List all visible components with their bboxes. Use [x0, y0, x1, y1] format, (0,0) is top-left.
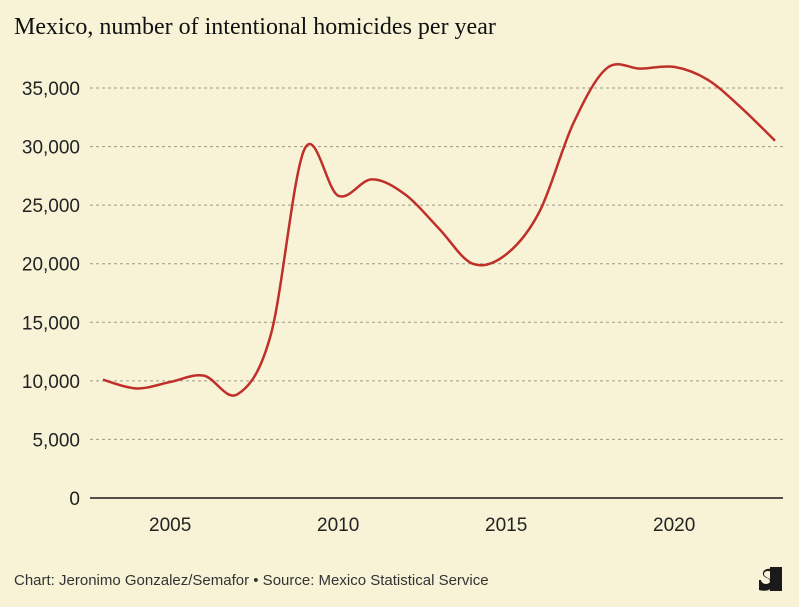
homicides-line	[102, 63, 776, 397]
y-tick-label: 0	[69, 489, 80, 510]
chart-credit: Chart: Jeronimo Gonzalez/Semafor • Sourc…	[14, 572, 489, 589]
x-tick-label: 2020	[653, 515, 695, 536]
y-tick-label: 10,000	[22, 372, 80, 393]
x-tick-label: 2015	[485, 515, 527, 536]
semafor-logo-icon	[759, 567, 782, 591]
y-tick-label: 15,000	[22, 313, 80, 334]
x-tick-label: 2010	[317, 515, 359, 536]
y-tick-label: 5,000	[32, 430, 80, 451]
y-tick-label: 20,000	[22, 255, 80, 276]
y-tick-label: 30,000	[22, 138, 80, 159]
chart-title: Mexico, number of intentional homicides …	[14, 14, 496, 40]
x-tick-label: 2005	[149, 515, 191, 536]
y-tick-label: 35,000	[22, 79, 80, 100]
y-tick-label: 25,000	[22, 196, 80, 217]
